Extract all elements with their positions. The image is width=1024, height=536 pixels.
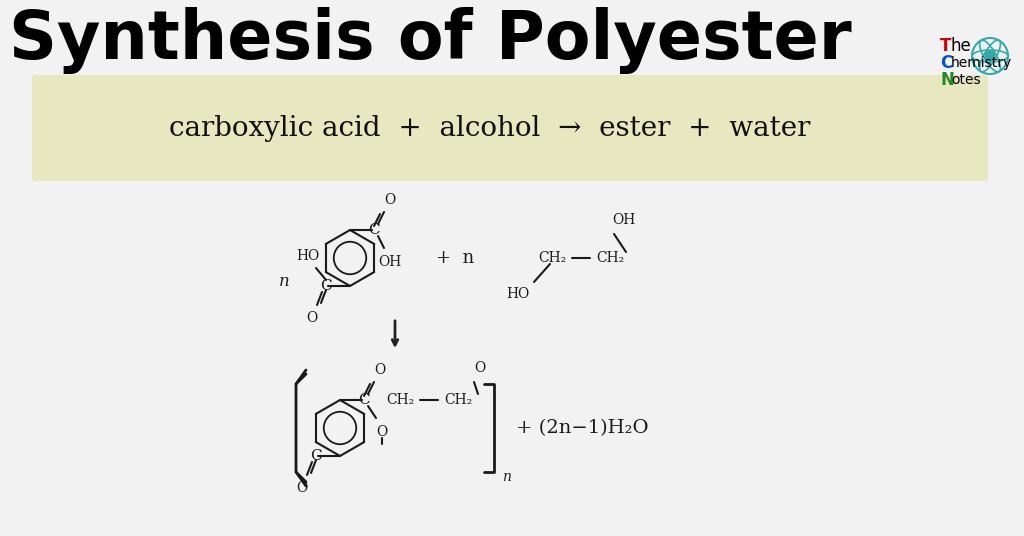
- Text: HO: HO: [507, 287, 529, 301]
- Text: O: O: [306, 311, 317, 325]
- Text: carboxylic acid  +  alcohol  →  ester  +  water: carboxylic acid + alcohol → ester + wate…: [169, 115, 811, 142]
- Text: + (2n−1)H₂O: + (2n−1)H₂O: [516, 419, 648, 437]
- Text: HO: HO: [296, 249, 319, 263]
- Text: CH₂: CH₂: [386, 393, 414, 407]
- Text: T: T: [940, 37, 951, 55]
- Circle shape: [985, 51, 995, 61]
- FancyBboxPatch shape: [32, 75, 988, 181]
- Text: O: O: [474, 361, 485, 375]
- Text: C: C: [321, 279, 332, 293]
- Text: O: O: [384, 193, 395, 207]
- Text: N: N: [940, 71, 954, 89]
- Text: n: n: [502, 470, 511, 484]
- Text: C: C: [369, 223, 380, 237]
- Text: CH₂: CH₂: [596, 251, 624, 265]
- Text: O: O: [375, 363, 386, 377]
- Text: he: he: [951, 37, 972, 55]
- Text: hemistry: hemistry: [951, 56, 1013, 70]
- Text: CH₂: CH₂: [538, 251, 566, 265]
- Text: otes: otes: [951, 73, 981, 87]
- Text: C: C: [940, 54, 952, 72]
- Text: C: C: [310, 449, 322, 463]
- Text: OH: OH: [379, 255, 401, 269]
- Text: n: n: [279, 272, 290, 289]
- Text: +  n: + n: [436, 249, 474, 267]
- Text: O: O: [377, 425, 388, 439]
- Text: OH: OH: [612, 213, 636, 227]
- Text: Synthesis of Polyester: Synthesis of Polyester: [8, 8, 851, 75]
- Text: C: C: [358, 393, 370, 407]
- Text: O: O: [296, 481, 307, 495]
- Text: CH₂: CH₂: [443, 393, 472, 407]
